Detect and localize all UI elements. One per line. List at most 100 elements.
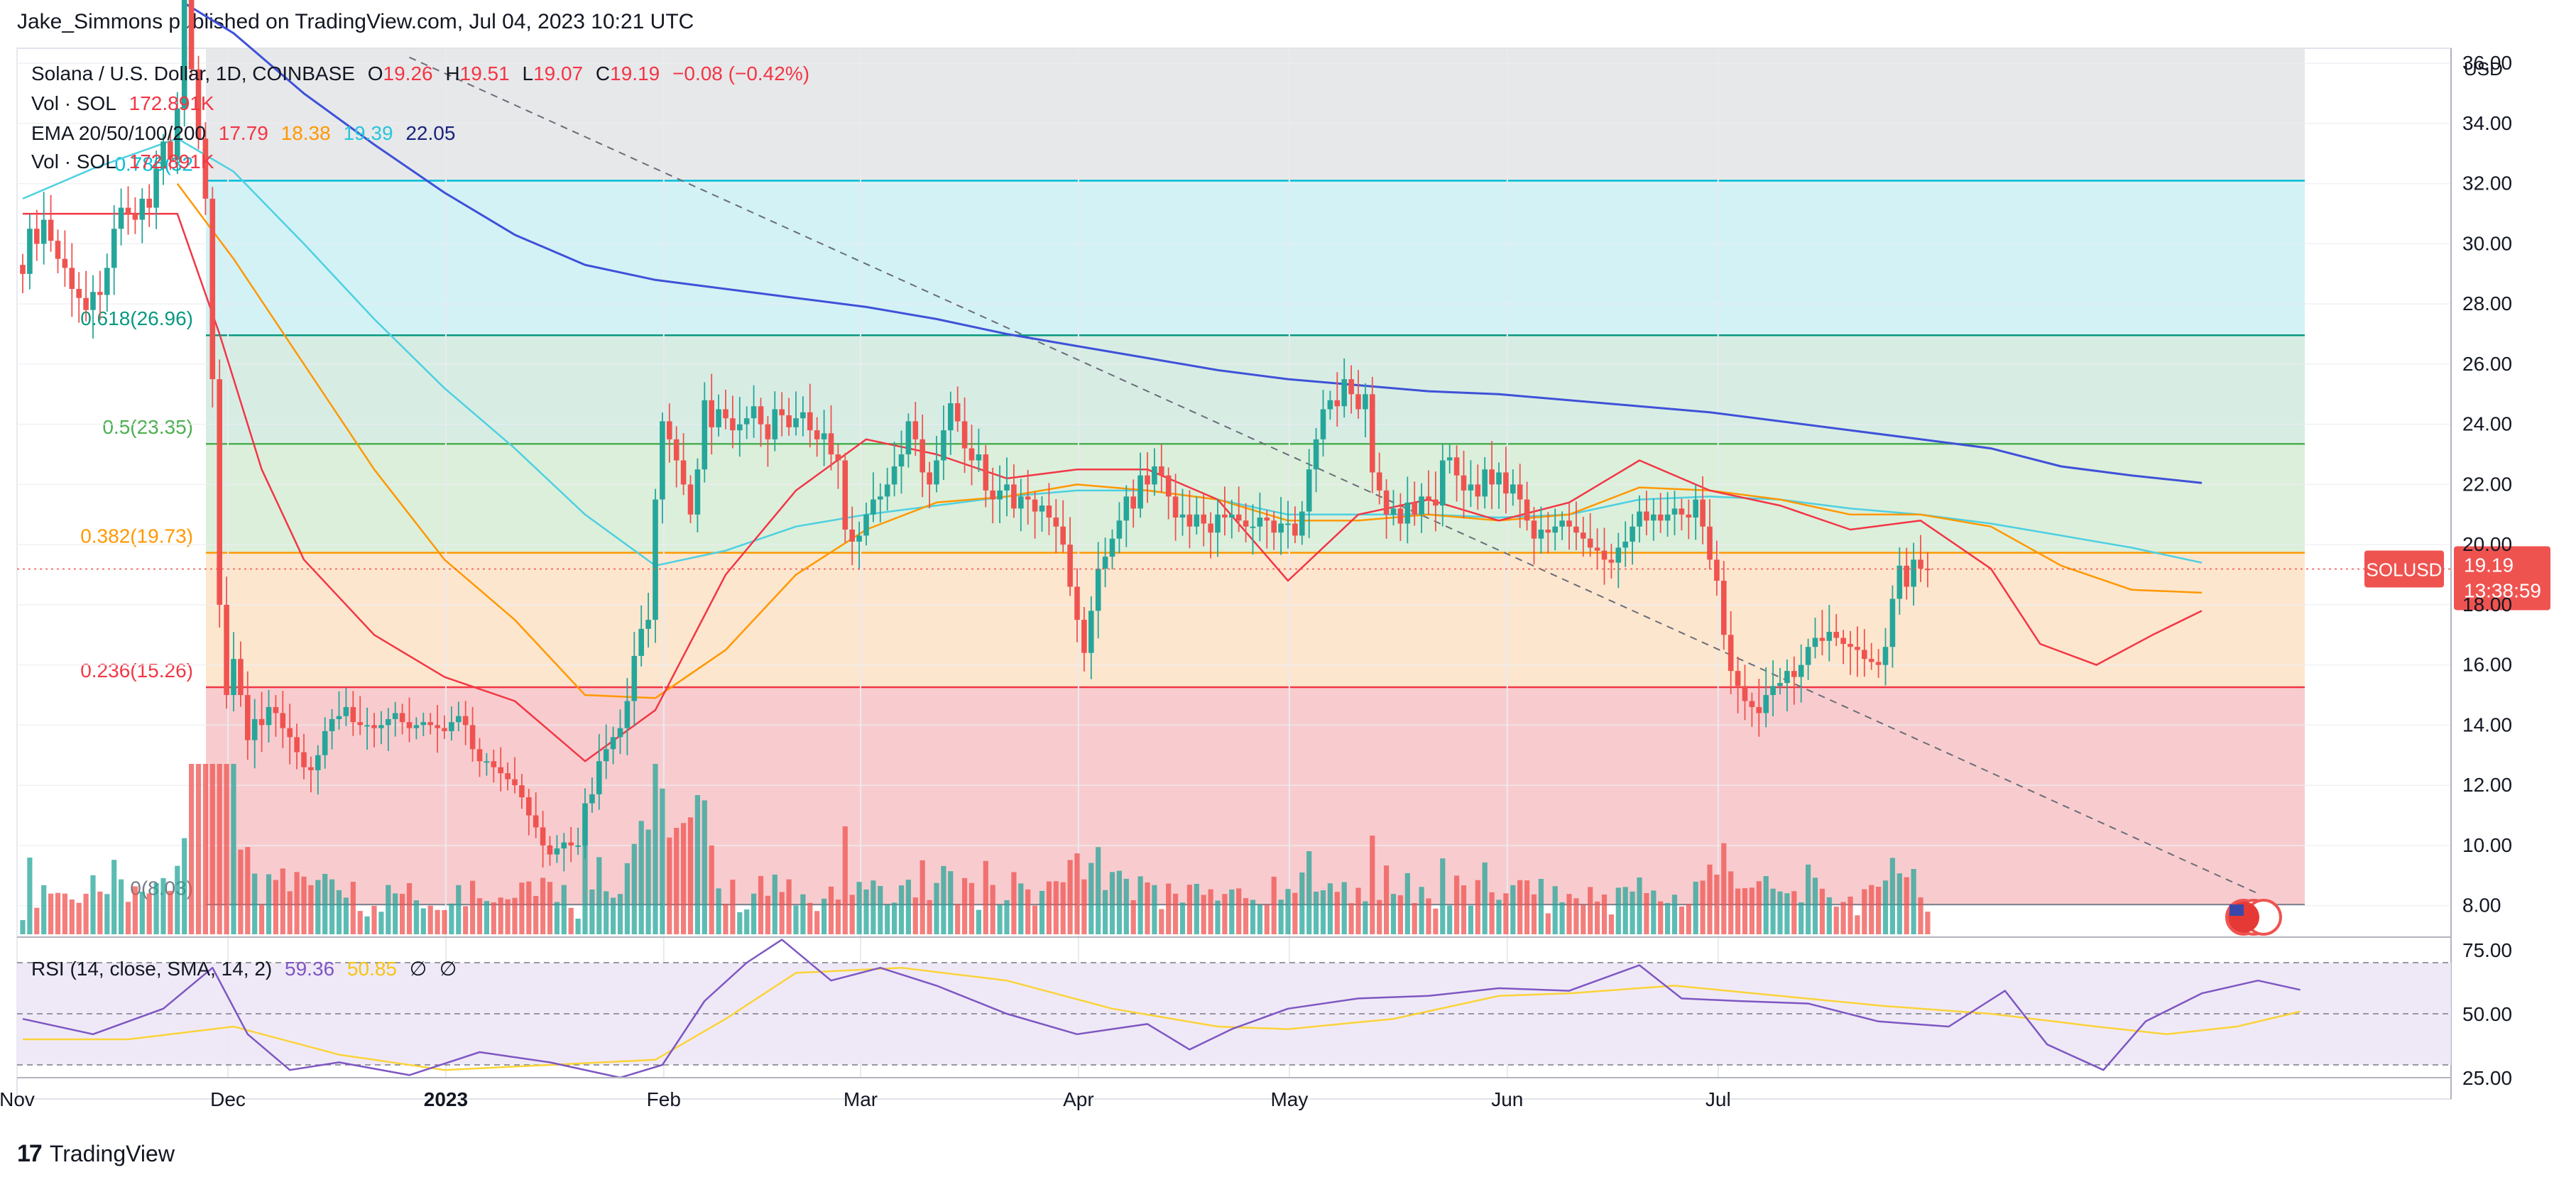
- candle: [687, 475, 694, 524]
- volume-bar: [97, 891, 103, 934]
- candle-body: [1440, 460, 1446, 506]
- candle: [912, 401, 919, 456]
- volume-bar: [1889, 858, 1895, 934]
- candle: [568, 826, 574, 863]
- candle-body: [716, 409, 721, 427]
- candle-body: [1018, 496, 1024, 509]
- candle: [350, 691, 356, 736]
- volume-bar: [280, 868, 285, 934]
- candle: [1763, 667, 1769, 728]
- candle-body: [27, 229, 33, 274]
- candle: [610, 726, 616, 765]
- candle-body: [1840, 638, 1846, 644]
- volume-bar: [238, 849, 244, 934]
- candle: [1053, 498, 1059, 554]
- candle-body: [934, 460, 939, 485]
- candle: [55, 229, 61, 273]
- candle-body: [83, 297, 89, 310]
- volume-bar: [1257, 904, 1262, 934]
- publisher-line: Jake_Simmons published on TradingView.co…: [17, 10, 694, 33]
- candle-body: [912, 421, 919, 439]
- ema-legend: EMA 20/50/100/200 17.79 18.38 19.39 22.0…: [31, 122, 462, 145]
- candle-body: [1229, 514, 1235, 518]
- candle: [1222, 486, 1228, 536]
- candle: [1306, 449, 1312, 539]
- candle: [1749, 692, 1755, 727]
- candle-body: [1644, 511, 1649, 521]
- volume-bar: [1862, 889, 1867, 934]
- candle-body: [449, 722, 454, 731]
- candle-body: [505, 773, 511, 780]
- volume-bar: [336, 890, 342, 934]
- volume-bar: [1222, 894, 1228, 934]
- candle: [1700, 476, 1705, 545]
- volume-bar: [863, 889, 869, 934]
- candle-body: [1664, 514, 1671, 521]
- volume-bar: [540, 877, 546, 934]
- volume-bar: [132, 886, 138, 934]
- candle: [1145, 452, 1150, 503]
- candle: [1433, 471, 1439, 532]
- candle-body: [20, 265, 26, 274]
- volume-bar: [638, 821, 644, 934]
- candle: [1208, 512, 1213, 559]
- candle-body: [456, 716, 462, 723]
- candle: [694, 458, 701, 532]
- candle: [673, 426, 680, 488]
- volume-bar: [1896, 873, 1902, 934]
- volume-bar: [1264, 904, 1270, 934]
- candle: [1165, 467, 1172, 520]
- candle: [1819, 610, 1825, 656]
- volume-bar: [1194, 883, 1199, 934]
- candle-body: [547, 845, 553, 855]
- volume-bar: [456, 885, 462, 934]
- candle-body: [694, 469, 701, 515]
- candle-body: [104, 268, 110, 295]
- rsi-sma-line: [23, 966, 2301, 1071]
- candle-body: [1904, 565, 1909, 587]
- candle-body: [322, 731, 328, 755]
- volume-bar: [1601, 895, 1608, 934]
- candle: [1264, 510, 1270, 549]
- volume-bar: [1426, 898, 1431, 934]
- candle: [1784, 659, 1790, 711]
- candle-body: [1159, 466, 1164, 476]
- volume-bar: [1454, 875, 1460, 934]
- candle: [168, 130, 173, 170]
- us-flag-icon: [2225, 899, 2282, 936]
- candle: [821, 410, 827, 466]
- time-tick-label: Dec: [210, 1088, 246, 1110]
- rsi-tick-label: 75.00: [2462, 939, 2512, 961]
- candle: [1039, 496, 1045, 532]
- candle-body: [76, 288, 82, 298]
- volume-bar: [350, 882, 356, 934]
- candle-body: [1601, 550, 1608, 560]
- candle: [1855, 626, 1860, 677]
- fib-zone-3: [206, 335, 2305, 444]
- price-tick-label: 8.00: [2462, 895, 2501, 917]
- volume-bar: [1531, 894, 1537, 934]
- candle: [800, 396, 806, 437]
- candle: [561, 833, 567, 872]
- volume-bar: [1735, 888, 1741, 934]
- candle-body: [568, 842, 574, 846]
- candle: [941, 405, 946, 480]
- volume-bar: [653, 764, 658, 934]
- candle: [1348, 365, 1354, 414]
- candle-body: [1630, 526, 1635, 542]
- volume-bar: [1538, 879, 1544, 934]
- candle-body: [1693, 499, 1698, 518]
- candle: [371, 713, 377, 748]
- candle-body: [631, 655, 638, 701]
- volume-bar: [1848, 896, 1853, 934]
- candle-body: [491, 761, 497, 767]
- candle-body: [1918, 559, 1923, 569]
- candle-body: [1728, 635, 1734, 672]
- candle-body: [1320, 409, 1326, 439]
- candle: [1341, 358, 1347, 418]
- volume-bar: [1208, 889, 1213, 934]
- volume-bar: [1721, 843, 1727, 934]
- volume-bar: [1510, 885, 1516, 934]
- candle: [638, 605, 644, 667]
